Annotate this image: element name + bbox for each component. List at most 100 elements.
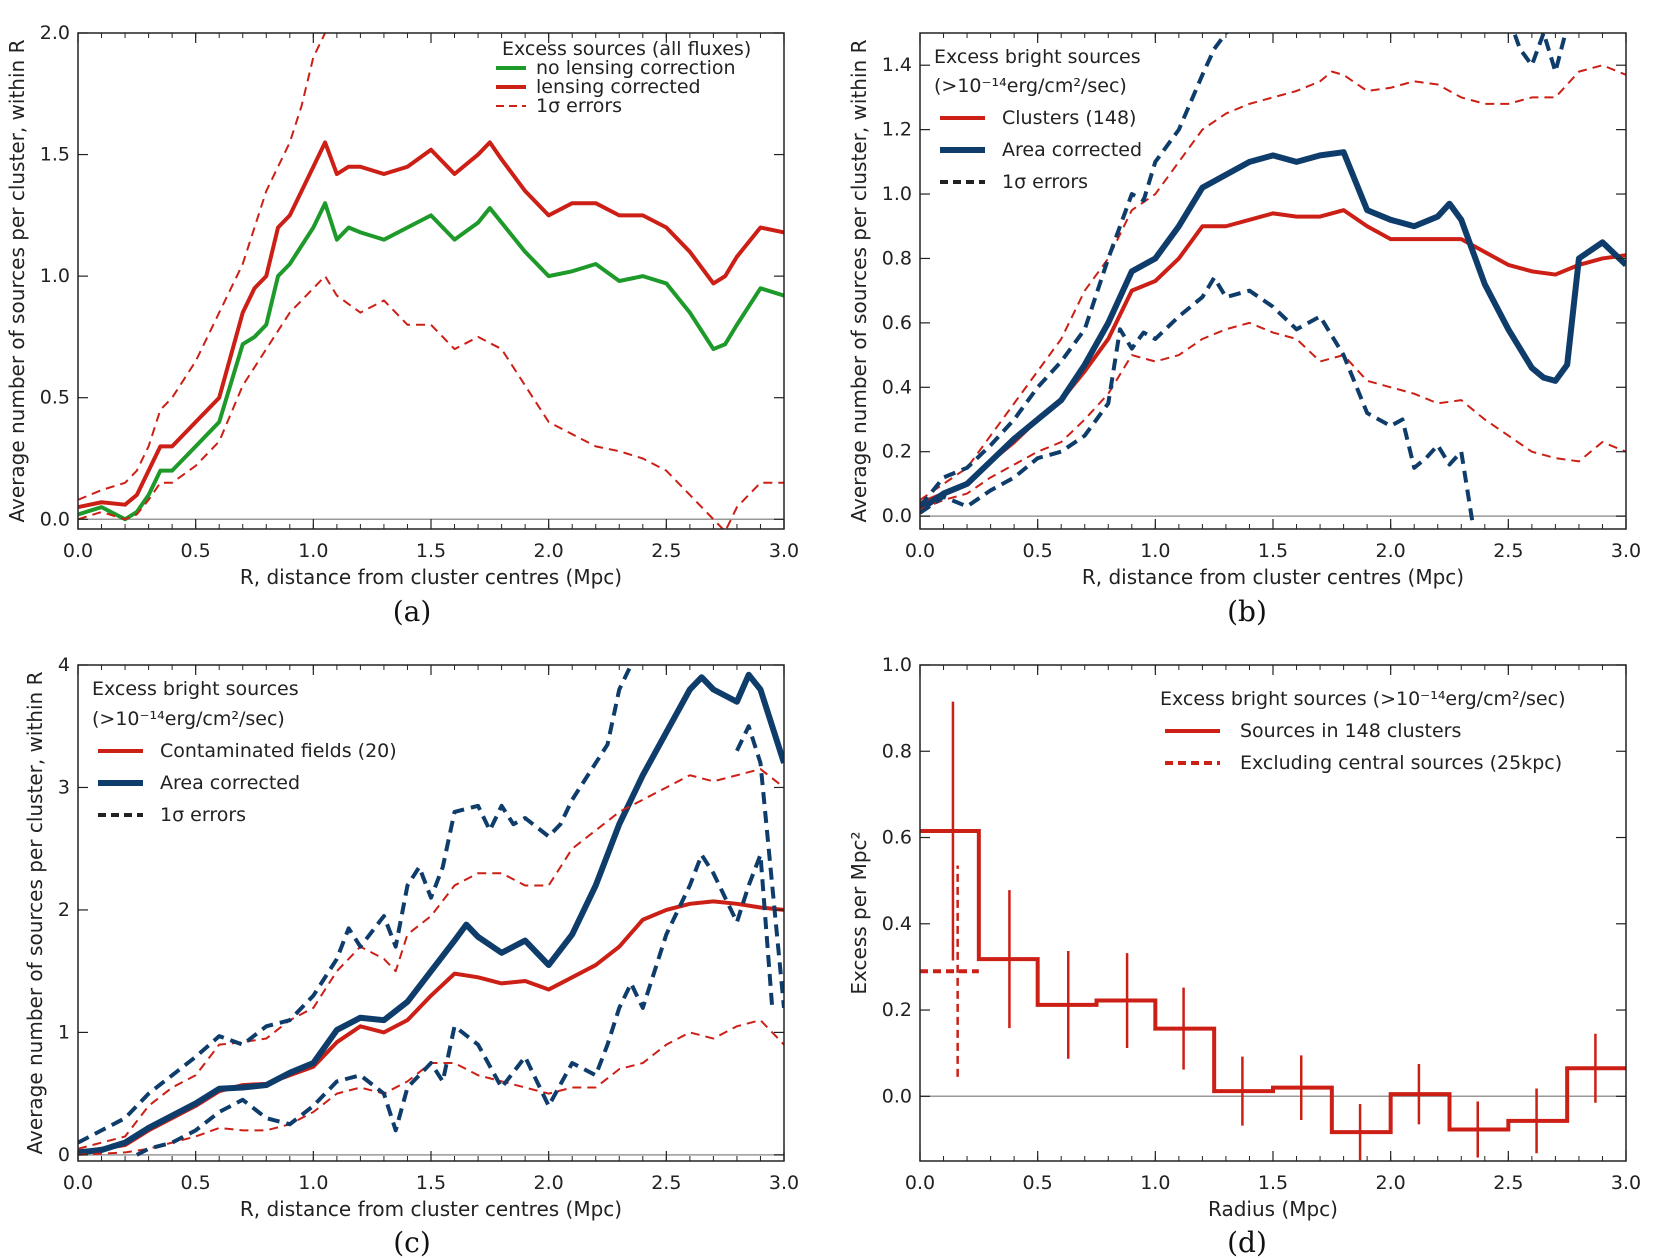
series-line-2 bbox=[920, 64, 1626, 501]
y-tick-label: 0.6 bbox=[882, 827, 912, 849]
series-line-3 bbox=[78, 1019, 784, 1156]
x-tick-label: 3.0 bbox=[1611, 540, 1641, 562]
x-tick-label: 2.0 bbox=[534, 1172, 564, 1194]
panel-d: 0.0 0.5 1.0 1.5 2.0 2.5 3.0 0.0 0.2 0.4 0.6 0.8 1.0 R… bbox=[847, 654, 1641, 1259]
series-line-1 bbox=[78, 671, 784, 1156]
legend-label: no lensing correction bbox=[536, 57, 736, 79]
x-tick-label: 0.0 bbox=[905, 1172, 935, 1194]
x-tick-label: 2.5 bbox=[651, 540, 681, 562]
x-tick-label: 2.5 bbox=[1493, 540, 1523, 562]
plot-area bbox=[920, 701, 1626, 1161]
y-tick-label: 0.2 bbox=[882, 441, 912, 463]
x-tick-label: 2.5 bbox=[1493, 1172, 1523, 1194]
legend-title: Excess bright sources bbox=[92, 678, 299, 700]
panel-caption: (d) bbox=[1227, 1226, 1267, 1259]
x-tick-label: 1.0 bbox=[1140, 540, 1170, 562]
y-tick-label: 0.4 bbox=[882, 376, 912, 398]
x-tick-label: 2.0 bbox=[1376, 540, 1406, 562]
y-axis-label: Excess per Mpc² bbox=[847, 831, 871, 994]
panel-c: 0.0 0.5 1.0 1.5 2.0 2.5 3.0 0 1 2 3 4 R, distance fr… bbox=[23, 654, 799, 1259]
y-tick-label: 0.5 bbox=[40, 387, 70, 409]
legend-title: Excess sources (all fluxes) bbox=[502, 38, 751, 60]
y-tick-label: 1.2 bbox=[882, 119, 912, 141]
y-tick-label: 3 bbox=[58, 776, 70, 798]
series-line-0 bbox=[78, 899, 784, 1155]
legend-label: lensing corrected bbox=[536, 76, 701, 98]
y-tick-label: 0.4 bbox=[882, 913, 912, 935]
y-tick-label: 0.2 bbox=[882, 999, 912, 1021]
panel-caption: (c) bbox=[393, 1226, 431, 1259]
panel-b: 0.0 0.5 1.0 1.5 2.0 2.5 3.0 0.0 0.2 0.4 0.6 0.8 1.0 1… bbox=[847, 32, 1641, 628]
y-tick-label: 0.6 bbox=[882, 312, 912, 334]
series-line-0 bbox=[78, 201, 784, 522]
legend: Excess bright sources (>10⁻¹⁴erg/cm²/sec)… bbox=[934, 46, 1142, 193]
legend-label: 1σ errors bbox=[536, 95, 622, 117]
legend: Excess bright sources (>10⁻¹⁴erg/cm²/sec)… bbox=[92, 678, 397, 826]
x-tick-label: 2.5 bbox=[651, 1172, 681, 1194]
series-line-1 bbox=[78, 140, 784, 510]
legend-label: Area corrected bbox=[1002, 139, 1142, 161]
legend-label: Clusters (148) bbox=[1002, 107, 1136, 129]
legend-label: 1σ errors bbox=[160, 804, 246, 826]
legend-label: 1σ errors bbox=[1002, 171, 1088, 193]
series-line-6 bbox=[920, 275, 1476, 527]
x-tick-label: 1.0 bbox=[298, 1172, 328, 1194]
x-axis-label: R, distance from cluster centres (Mpc) bbox=[240, 565, 622, 589]
plot-area bbox=[78, 665, 784, 1157]
legend-title: (>10⁻¹⁴erg/cm²/sec) bbox=[92, 708, 285, 730]
panel-caption: (a) bbox=[393, 595, 432, 628]
x-tick-label: 0.5 bbox=[1023, 1172, 1053, 1194]
x-tick-label: 2.0 bbox=[1376, 1172, 1406, 1194]
x-axis-label: Radius (Mpc) bbox=[1208, 1197, 1338, 1221]
y-tick-label: 0.8 bbox=[882, 247, 912, 269]
y-tick-label: 2.0 bbox=[40, 22, 70, 44]
legend-label: Contaminated fields (20) bbox=[160, 740, 397, 762]
series-line-4 bbox=[920, 33, 1229, 508]
x-tick-label: 0.0 bbox=[63, 540, 93, 562]
series-line-5 bbox=[735, 724, 784, 1009]
series-line-2 bbox=[78, 33, 327, 501]
legend-title: Excess bright sources bbox=[934, 46, 1141, 68]
series-line-4 bbox=[78, 665, 633, 1145]
y-tick-label: 0.0 bbox=[882, 505, 912, 527]
legend: Excess bright sources (>10⁻¹⁴erg/cm²/sec… bbox=[1160, 688, 1566, 774]
y-tick-label: 0 bbox=[58, 1144, 70, 1166]
series-line-1 bbox=[920, 149, 1626, 513]
legend: Excess sources (all fluxes)no lensing co… bbox=[496, 38, 751, 117]
panel-caption: (b) bbox=[1227, 595, 1267, 628]
y-tick-label: 0.8 bbox=[882, 740, 912, 762]
x-tick-label: 1.0 bbox=[298, 540, 328, 562]
series-line-0 bbox=[920, 208, 1626, 506]
y-tick-label: 1 bbox=[58, 1021, 70, 1043]
y-tick-label: 1.0 bbox=[882, 654, 912, 676]
panel-a: 0.0 0.5 1.0 1.5 2.0 2.5 3.0 0.0 0.5 1.0 1.5 2.0 R, d… bbox=[5, 22, 799, 628]
legend-label: Excluding central sources (25kpc) bbox=[1240, 752, 1562, 774]
x-tick-label: 0.0 bbox=[63, 1172, 93, 1194]
plot-area bbox=[78, 33, 784, 529]
x-tick-label: 0.5 bbox=[181, 1172, 211, 1194]
series-line-4 bbox=[78, 275, 784, 529]
x-tick-label: 0.5 bbox=[181, 540, 211, 562]
y-axis-label: Average number of sources per cluster, w… bbox=[5, 39, 29, 522]
legend-label: Sources in 148 clusters bbox=[1240, 720, 1461, 742]
y-tick-label: 0.0 bbox=[40, 508, 70, 530]
x-tick-label: 1.0 bbox=[1140, 1172, 1170, 1194]
x-tick-label: 1.5 bbox=[416, 1172, 446, 1194]
y-tick-label: 0.0 bbox=[882, 1085, 912, 1107]
y-tick-label: 1.0 bbox=[40, 265, 70, 287]
series-line-5 bbox=[1512, 33, 1568, 74]
x-tick-label: 3.0 bbox=[769, 1172, 799, 1194]
series-line-2 bbox=[78, 768, 784, 1150]
x-tick-label: 1.5 bbox=[1258, 1172, 1288, 1194]
y-tick-label: 1.4 bbox=[882, 54, 912, 76]
x-tick-label: 3.0 bbox=[1611, 1172, 1641, 1194]
plot-area bbox=[920, 33, 1626, 527]
series-line-3 bbox=[920, 321, 1626, 511]
axes-frame bbox=[77, 32, 785, 530]
step-series-0 bbox=[920, 829, 1626, 1135]
y-axis-label: Average number of sources per cluster, w… bbox=[847, 39, 871, 522]
y-tick-label: 4 bbox=[58, 654, 70, 676]
y-axis-label: Average number of sources per cluster, w… bbox=[23, 671, 47, 1154]
x-tick-label: 2.0 bbox=[534, 540, 564, 562]
